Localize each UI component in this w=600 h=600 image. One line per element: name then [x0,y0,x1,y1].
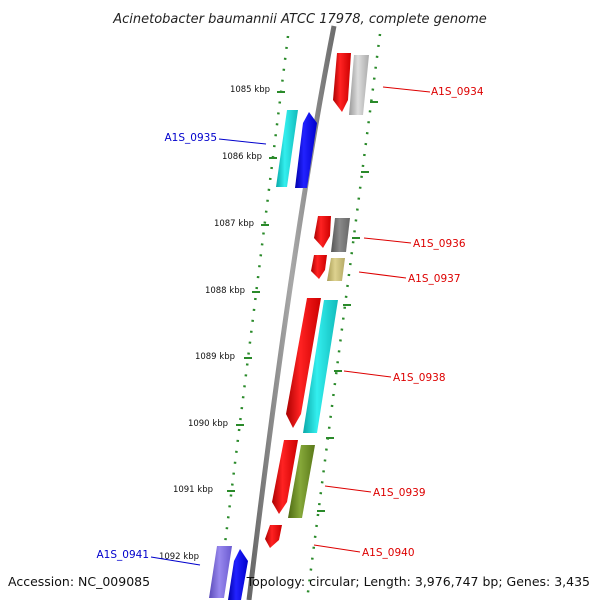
gene-a1s-0939-arrow[interactable] [272,440,298,514]
tick-label-1089: 1089 kbp [195,352,235,362]
leader-line-a1s-0936 [363,237,412,244]
gene-label-a1s-0936[interactable]: A1S_0936 [413,238,466,250]
tick-label-1092: 1092 kbp [159,552,199,562]
gene-label-a1s-0935[interactable]: A1S_0935 [165,132,218,144]
gene-label-a1s-0938[interactable]: A1S_0938 [393,372,446,384]
gene-a1s-0934-arrow[interactable] [333,53,351,112]
genome-title: Acinetobacter baumannii ATCC 17978, comp… [112,12,487,27]
tick-label-1087: 1087 kbp [214,219,254,229]
topology-text: Topology: circular; Length: 3,976,747 bp… [246,574,590,589]
gene-a1s-0941-cog-box[interactable] [209,546,232,598]
tick-label-1085: 1085 kbp [230,85,270,95]
gene-label-a1s-0940[interactable]: A1S_0940 [362,547,415,559]
accession-text: Accession: NC_009085 [8,574,150,589]
gene-a1s-0938-cog-box[interactable] [303,300,338,433]
genome-backbone [246,25,337,600]
gene-a1s-0935-cog-box[interactable] [276,110,298,187]
gene-a1s-0941-arrow[interactable] [228,549,248,600]
left-boundary-dots [216,35,290,600]
gene-label-a1s-0937[interactable]: A1S_0937 [408,273,461,285]
leader-line-a1s-0941 [150,556,201,566]
gene-label-a1s-0934[interactable]: A1S_0934 [431,86,484,98]
gene-label-a1s-0939[interactable]: A1S_0939 [373,487,426,499]
leader-line-a1s-0938 [343,370,392,378]
tick-label-1091: 1091 kbp [173,485,213,495]
tick-label-1088: 1088 kbp [205,286,245,296]
tick-marks-right [317,101,378,512]
leader-line-a1s-0939 [324,485,372,493]
leader-line-a1s-0937 [358,271,407,279]
gene-a1s-0938-arrow[interactable] [286,298,321,428]
leader-line-a1s-0935 [218,138,267,145]
gene-a1s-0934-cog-box[interactable] [349,55,369,115]
gene-a1s-0939-cog-box[interactable] [288,445,315,518]
gene-a1s-0935-arrow[interactable] [295,112,317,188]
leader-line-a1s-0940 [313,544,361,553]
gene-a1s-0936-cog-box[interactable] [331,218,350,252]
gene-a1s-0937-cog-box[interactable] [327,258,345,281]
gene-a1s-0937-arrow[interactable] [311,255,327,279]
tick-label-1086: 1086 kbp [222,152,262,162]
gene-a1s-0936-arrow[interactable] [314,216,331,248]
tick-label-1090: 1090 kbp [188,419,228,429]
gene-a1s-0940-arrow[interactable] [265,525,282,548]
gene-label-a1s-0941[interactable]: A1S_0941 [97,549,150,561]
leader-line-a1s-0934 [382,86,431,93]
